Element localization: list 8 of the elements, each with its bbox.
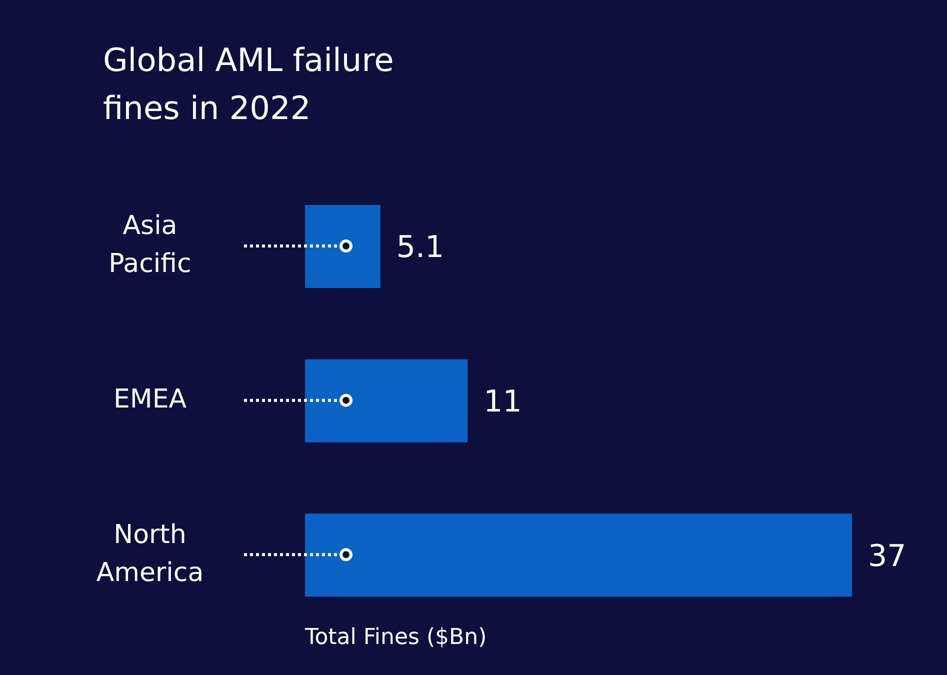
x-axis-title: Total Fines ($Bn) [305, 625, 487, 650]
data-label: 11 [484, 384, 522, 420]
y-tick-label: Asia Pacific [108, 211, 192, 280]
y-tick-label: EMEA [113, 384, 187, 415]
data-label: 5.1 [396, 230, 444, 266]
y-tick-label: North America [96, 520, 204, 588]
data-label: 37 [868, 538, 906, 574]
chart-title: Global AML failure fines in 2022 [103, 40, 395, 129]
